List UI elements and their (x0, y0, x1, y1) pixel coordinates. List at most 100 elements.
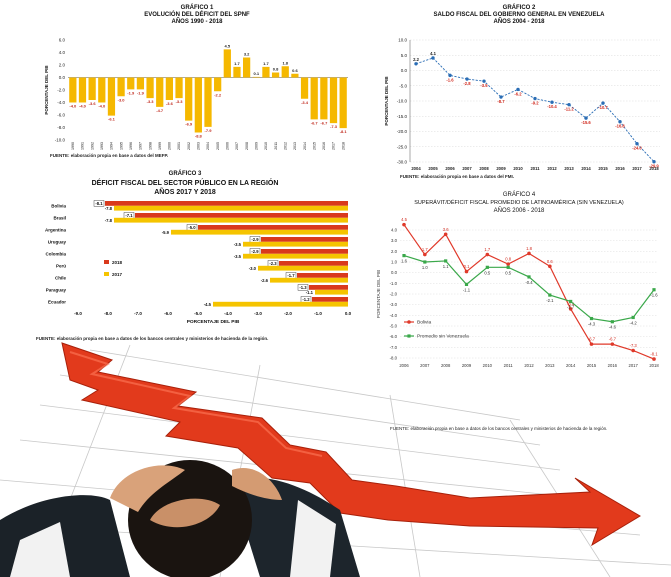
data-label: -8.1 (650, 352, 658, 357)
bar-2007 (233, 66, 241, 78)
x-tick-label: 2000 (168, 142, 172, 150)
x-tick-label: 2012 (524, 363, 534, 368)
chart-source: FUENTE: elaboración propia en base a dat… (36, 336, 269, 341)
x-tick-label: -3.0 (254, 311, 262, 316)
legend-label: Bolivia (417, 320, 431, 326)
data-label: -6.2 (514, 91, 522, 96)
data-label: 2.2 (413, 57, 419, 62)
data-label: -3.6 (89, 101, 97, 106)
bar-2008 (243, 57, 251, 78)
data-label: -2.1 (546, 298, 554, 303)
bar-2003 (194, 77, 202, 133)
data-point (423, 252, 427, 257)
data-point (506, 265, 510, 269)
data-label: -4.0 (79, 104, 87, 109)
data-label: 1.7 (234, 61, 240, 66)
x-tick-label: 2011 (504, 363, 514, 368)
data-label: -5.9 (162, 230, 170, 235)
x-tick-label: 1998 (148, 142, 152, 150)
y-tick-label: -3.0 (390, 302, 398, 307)
bar-2016 (320, 77, 328, 120)
data-label: -6.7 (609, 337, 617, 342)
y-tick-label: -6.0 (390, 334, 398, 339)
x-tick-label: 2006 (399, 363, 409, 368)
data-label: -1.1 (463, 287, 471, 292)
bar-2018-Brasil (135, 213, 348, 218)
y-category-label: Argentina (45, 228, 66, 233)
bar-2017-Brasil (114, 217, 348, 223)
data-label: -10.7 (598, 105, 608, 110)
x-tick-label: 2017 (632, 166, 642, 171)
bar-1991 (78, 77, 87, 103)
chart-g4-svg: 4.0 3.0 2.0 1.0 0.0 -1.0 -2.0 -3.0 -4.0 -5.0 -6.0 -… (376, 217, 659, 368)
bar-1998 (146, 77, 154, 99)
x-tick-label: 2006 (226, 142, 230, 150)
bar-2017-Perú (258, 265, 348, 271)
data-label: -16.8 (615, 124, 625, 129)
bar-2002 (185, 77, 193, 121)
x-tick-label: 1992 (90, 142, 94, 150)
data-label: -15.6 (581, 120, 591, 125)
data-point (610, 320, 614, 324)
x-tick-label: 2014 (303, 142, 307, 150)
data-label: -2.7 (567, 304, 575, 309)
bar-1999 (156, 77, 164, 107)
data-label: 0.1 (464, 264, 470, 269)
data-point (465, 77, 469, 81)
data-label: -2.6 (261, 278, 269, 283)
downward-trend-arrow (61, 342, 641, 547)
y-category-label: Perú (56, 264, 66, 269)
data-point (550, 100, 554, 104)
data-label: 0.5 (484, 270, 490, 275)
data-point (548, 293, 552, 297)
y-tick-label: -1.0 (390, 281, 398, 286)
data-label: 1.0 (422, 265, 428, 270)
legend-swatch-2018 (104, 260, 109, 264)
data-label: 4.5 (401, 217, 407, 222)
x-tick-label: 2017 (332, 142, 336, 150)
x-tick-label: 2003 (197, 142, 201, 150)
data-label: -9.2 (531, 101, 539, 106)
data-point (652, 288, 656, 292)
x-tick-label: 2009 (496, 166, 506, 171)
x-tick-label: 2014 (581, 166, 591, 171)
data-point (464, 269, 469, 274)
legend-marker (407, 320, 411, 324)
bar-1990 (69, 77, 77, 103)
data-label: -4.6 (609, 325, 617, 330)
data-label: 1.8 (526, 246, 532, 251)
x-tick-label: 2002 (187, 142, 191, 150)
y-tick-label: 6.0 (59, 38, 66, 43)
data-label: -8.7 (497, 99, 505, 104)
data-label: 1.8 (282, 60, 288, 65)
data-point (402, 222, 406, 227)
data-label: -6.1 (108, 117, 116, 122)
x-tick-label: 2015 (598, 166, 608, 171)
x-tick-label: 2001 (177, 142, 181, 150)
data-point (631, 348, 635, 353)
bar-2017-Bolivia (114, 205, 348, 211)
data-label: -5.0 (188, 225, 196, 230)
y-axis-label: PORCENTAJE DEL PIB (376, 270, 381, 318)
y-tick-label: 4.0 (391, 228, 398, 233)
bar-1996 (127, 77, 135, 90)
bar-2017-Chile (270, 277, 348, 283)
y-tick-label: -10.0 (55, 138, 66, 143)
data-label: -1.9 (127, 90, 135, 95)
x-tick-label: 2015 (587, 363, 597, 368)
x-tick-label: 2009 (254, 142, 258, 150)
y-tick-label: -30.0 (397, 160, 408, 165)
x-tick-label: -9.0 (74, 311, 82, 316)
data-point (635, 142, 639, 146)
data-point (499, 95, 503, 99)
data-point (618, 120, 622, 124)
chart-subtitle-years: AÑOS 2006 - 2018 (493, 208, 545, 214)
x-tick-label: 2012 (283, 142, 287, 150)
x-tick-label: 2004 (411, 166, 421, 171)
data-label: -3.6 (166, 101, 174, 106)
y-tick-label: -2.0 (57, 88, 65, 93)
data-label: -7.3 (630, 343, 638, 348)
series-line (415, 57, 655, 163)
data-label: -1.7 (287, 273, 295, 278)
data-label: -7.1 (125, 213, 133, 218)
